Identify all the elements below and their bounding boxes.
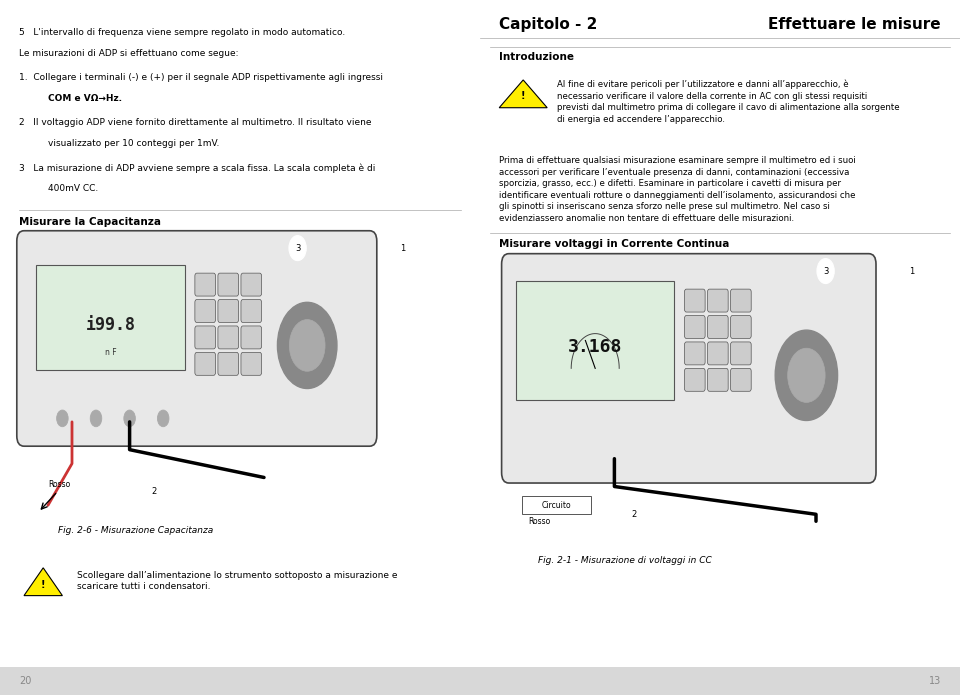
Text: Prima di effettuare qualsiasi misurazione esaminare sempre il multimetro ed i su: Prima di effettuare qualsiasi misurazion… [499,156,856,222]
Circle shape [289,320,325,371]
FancyBboxPatch shape [17,231,376,446]
FancyBboxPatch shape [684,289,705,312]
FancyBboxPatch shape [731,316,752,338]
FancyBboxPatch shape [708,289,728,312]
Text: Capitolo - 2: Capitolo - 2 [499,17,597,33]
Text: 5   L'intervallo di frequenza viene sempre regolato in modo automatico.: 5 L'intervallo di frequenza viene sempre… [19,28,346,37]
FancyBboxPatch shape [684,342,705,365]
Text: COM e VΩ→Hz.: COM e VΩ→Hz. [48,94,122,103]
FancyBboxPatch shape [731,368,752,391]
FancyBboxPatch shape [218,326,238,349]
Circle shape [289,236,306,261]
FancyBboxPatch shape [708,368,728,391]
Text: 3: 3 [295,244,300,252]
FancyBboxPatch shape [241,326,261,349]
Text: Introduzione: Introduzione [499,52,574,62]
Circle shape [817,259,834,284]
Text: 3   La misurazione di ADP avviene sempre a scala fissa. La scala completa è di: 3 La misurazione di ADP avviene sempre a… [19,163,375,173]
FancyBboxPatch shape [501,254,876,483]
Circle shape [124,410,135,427]
Text: Fig. 2-6 - Misurazione Capacitanza: Fig. 2-6 - Misurazione Capacitanza [58,526,213,535]
Text: 2: 2 [631,510,636,518]
Text: Fig. 2-1 - Misurazione di voltaggi in CC: Fig. 2-1 - Misurazione di voltaggi in CC [538,556,711,565]
FancyBboxPatch shape [241,300,261,322]
Polygon shape [24,568,62,596]
FancyBboxPatch shape [218,300,238,322]
FancyBboxPatch shape [195,300,215,322]
FancyBboxPatch shape [708,316,728,338]
Text: 2: 2 [151,487,156,496]
Text: 13: 13 [928,676,941,686]
Text: Scollegare dall’alimentazione lo strumento sottoposto a misurazione e
scaricare : Scollegare dall’alimentazione lo strumen… [77,571,397,591]
FancyBboxPatch shape [195,273,215,296]
Text: 400mV CC.: 400mV CC. [48,184,98,193]
Text: 1.  Collegare i terminali (-) e (+) per il segnale ADP rispettivamente agli ingr: 1. Collegare i terminali (-) e (+) per i… [19,73,383,82]
FancyBboxPatch shape [684,316,705,338]
Text: Misurare la Capacitanza: Misurare la Capacitanza [19,217,161,227]
Text: n F: n F [105,348,116,357]
FancyBboxPatch shape [522,496,591,514]
Circle shape [57,410,68,427]
FancyBboxPatch shape [241,273,261,296]
Circle shape [90,410,102,427]
Text: 2   Il voltaggio ADP viene fornito direttamente al multimetro. Il risultato vien: 2 Il voltaggio ADP viene fornito diretta… [19,118,372,127]
Text: Rosso: Rosso [48,480,70,489]
FancyBboxPatch shape [218,273,238,296]
Text: Circuito: Circuito [542,501,571,509]
Circle shape [145,479,162,504]
Circle shape [625,502,642,527]
Text: 1: 1 [400,244,406,252]
Polygon shape [499,80,547,108]
Text: Al fine di evitare pericoli per l’utilizzatore e danni all’apparecchio, è
necess: Al fine di evitare pericoli per l’utiliz… [557,80,900,124]
FancyBboxPatch shape [516,281,674,400]
FancyBboxPatch shape [195,352,215,375]
Text: Effettuare le misure: Effettuare le misure [768,17,941,33]
FancyBboxPatch shape [731,342,752,365]
Circle shape [157,410,169,427]
Circle shape [277,302,337,389]
Text: Misurare voltaggi in Corrente Continua: Misurare voltaggi in Corrente Continua [499,239,730,249]
Text: visualizzato per 10 conteggi per 1mV.: visualizzato per 10 conteggi per 1mV. [48,139,220,148]
Text: i99.8: i99.8 [85,316,135,334]
FancyBboxPatch shape [195,326,215,349]
Circle shape [395,236,412,261]
Text: 20: 20 [19,676,32,686]
FancyBboxPatch shape [480,667,960,695]
Circle shape [787,348,826,402]
FancyBboxPatch shape [218,352,238,375]
Text: !: ! [41,580,45,590]
FancyBboxPatch shape [241,352,261,375]
Text: Le misurazioni di ADP si effettuano come segue:: Le misurazioni di ADP si effettuano come… [19,49,239,58]
FancyBboxPatch shape [0,667,480,695]
FancyBboxPatch shape [36,265,184,370]
FancyBboxPatch shape [708,342,728,365]
FancyBboxPatch shape [684,368,705,391]
Text: 3: 3 [823,267,828,275]
FancyBboxPatch shape [731,289,752,312]
Text: Rosso: Rosso [528,517,550,525]
Text: !: ! [521,91,525,101]
Text: 1: 1 [909,267,915,275]
Text: 3.168: 3.168 [568,338,622,357]
Circle shape [776,330,838,420]
Circle shape [903,259,921,284]
